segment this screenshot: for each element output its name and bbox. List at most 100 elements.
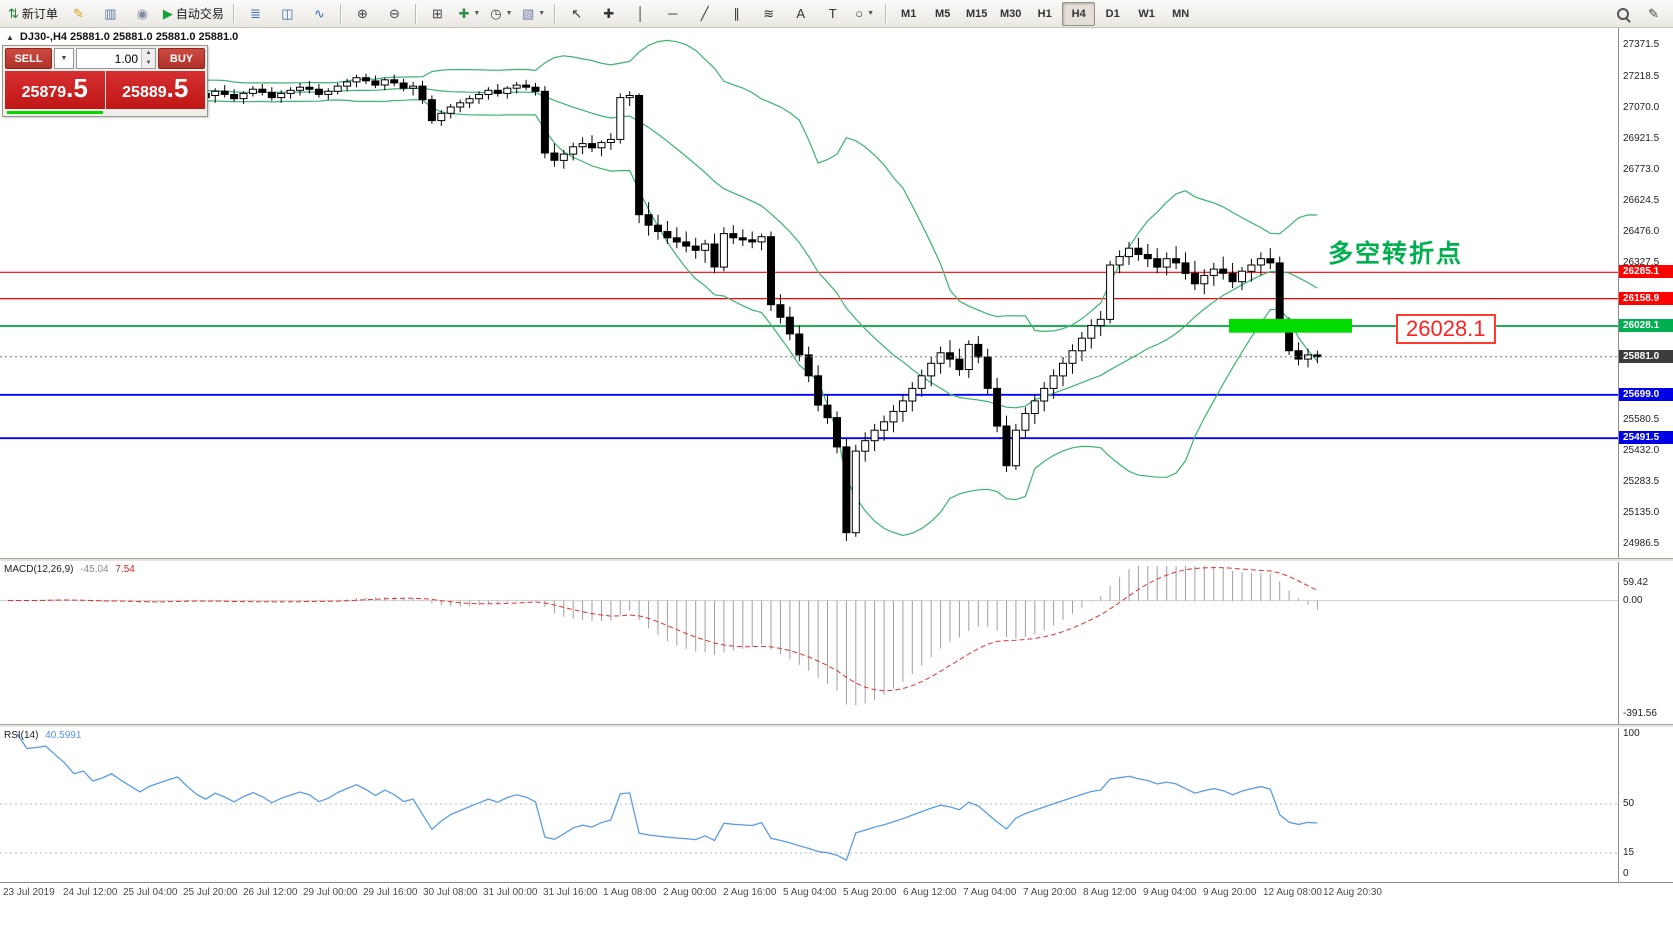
edit-button[interactable]: ✎ xyxy=(1638,2,1669,26)
templates-button[interactable]: ▧ ▼ xyxy=(518,2,549,26)
label-icon[interactable]: T xyxy=(817,2,848,26)
time-label: 29 Jul 16:00 xyxy=(363,887,418,898)
sell-button[interactable]: SELL xyxy=(5,48,52,69)
panel-splitter[interactable] xyxy=(0,558,1673,562)
buy-price-frac: .5 xyxy=(166,73,189,103)
autotrading-play-icon: ▶ xyxy=(162,6,173,21)
new-order-button[interactable]: ⇅ 新订单 xyxy=(4,2,62,26)
candlestick-chart-icon: ◫ xyxy=(281,6,294,21)
toolbar-separator xyxy=(232,3,235,24)
toolbar-separator xyxy=(885,3,888,24)
fibonacci-icon[interactable]: ≋ xyxy=(753,2,784,26)
price-tick: 26921.5 xyxy=(1623,133,1660,145)
timeframe-d1-button[interactable]: D1 xyxy=(1105,7,1120,20)
trendline-icon: ╱ xyxy=(700,6,709,21)
time-label: 5 Aug 04:00 xyxy=(783,887,837,898)
chevron-down-icon: ▼ xyxy=(505,10,513,17)
indicators-plus-icon: ✚ xyxy=(458,6,470,21)
zoom-out-icon[interactable]: ⊖ xyxy=(379,2,410,26)
shapes-button[interactable]: ○ ▼ xyxy=(849,2,880,26)
zoom-in-icon[interactable]: ⊕ xyxy=(347,2,378,26)
macd-panel[interactable]: MACD(12,26,9) -45.04 7.54 xyxy=(0,562,1618,724)
horizontal-line-icon[interactable]: ─ xyxy=(657,2,688,26)
print-icon[interactable]: ▥ xyxy=(95,2,126,26)
search-button[interactable] xyxy=(1607,2,1638,26)
indicators-button[interactable]: ✚ ▼ xyxy=(454,2,485,26)
time-label: 12 Aug 08:00 xyxy=(1263,887,1322,898)
periods-button[interactable]: ◷ ▼ xyxy=(486,2,517,26)
sell-price-frac: .5 xyxy=(66,73,88,103)
timeframe-m1-button[interactable]: M1 xyxy=(901,7,917,20)
macd-histogram xyxy=(16,566,1318,706)
time-label: 8 Aug 12:00 xyxy=(1083,887,1137,898)
price-axis[interactable]: 27371.5 27218.5 27070.0 26921.5 26773.0 26624… xyxy=(1618,28,1673,882)
metaeditor-icon: ✎ xyxy=(72,6,84,21)
vertical-line-icon: │ xyxy=(636,6,645,21)
buy-price-button[interactable]: 25889.5 xyxy=(105,71,205,109)
new-order-icon: ⇅ xyxy=(8,6,19,21)
price-tick: 27218.5 xyxy=(1623,71,1660,82)
rsi-panel[interactable]: RSI(14) 40.5991 xyxy=(0,728,1618,882)
timeframe-m5-button[interactable]: M5 xyxy=(935,7,951,20)
label-icon: T xyxy=(828,6,837,21)
bollinger-lower-band xyxy=(7,88,1318,537)
timeframe-mn-button[interactable]: MN xyxy=(1172,7,1190,20)
channel-icon[interactable]: ∥ xyxy=(721,2,752,26)
price-tick: 25580.5 xyxy=(1623,413,1660,425)
vertical-line-icon[interactable]: │ xyxy=(625,2,656,26)
highlight-rectangle[interactable] xyxy=(1229,318,1352,333)
volume-preset-dropdown[interactable]: ▼ xyxy=(54,48,74,69)
horizontal-line-icon: ─ xyxy=(668,6,678,21)
timeframe-w1-button[interactable]: W1 xyxy=(1138,7,1155,20)
time-label: 6 Aug 12:00 xyxy=(903,887,957,898)
main-chart-panel[interactable]: ▲ DJ30-,H4 25881.0 25881.0 25881.0 25881… xyxy=(0,28,1618,558)
macd-signal-line xyxy=(7,567,1318,692)
metaeditor-icon[interactable]: ✎ xyxy=(63,2,94,26)
price-tick: -391.56 xyxy=(1623,707,1657,719)
time-label: 25 Jul 04:00 xyxy=(123,887,178,898)
bar-chart-icon: ≣ xyxy=(249,6,261,21)
price-tick: 0.00 xyxy=(1623,594,1643,606)
template-icon: ▧ xyxy=(521,6,535,21)
buy-button[interactable]: BUY xyxy=(158,48,205,69)
rsi-label: RSI(14) 40.5991 xyxy=(4,730,81,741)
cursor-icon[interactable]: ↖ xyxy=(561,2,592,26)
volume-input[interactable] xyxy=(77,49,141,68)
volume-decrease-button[interactable]: ▼ xyxy=(142,58,155,68)
text-icon[interactable]: A xyxy=(785,2,816,26)
volume-increase-button[interactable]: ▲ xyxy=(142,49,155,59)
price-tick: 0 xyxy=(1623,868,1629,879)
toolbar-separator xyxy=(414,3,417,24)
one-click-toggle-icon[interactable]: ▲ xyxy=(6,32,14,42)
autotrading-button[interactable]: ▶ 自动交易 xyxy=(159,2,228,26)
price-badge: 26028.1 xyxy=(1619,319,1673,332)
chart-annotation-text[interactable]: 多空转折点 xyxy=(1328,240,1464,268)
line-chart-icon[interactable]: ∿ xyxy=(304,2,335,26)
timeframe-m15-button[interactable]: M15 xyxy=(965,7,988,20)
line-chart-icon: ∿ xyxy=(313,6,325,21)
trendline-icon[interactable]: ╱ xyxy=(689,2,720,26)
toolbar-separator xyxy=(339,3,342,24)
bollinger-middle-band xyxy=(7,85,1318,409)
price-chart[interactable] xyxy=(0,28,1618,558)
timeframe-h1-button[interactable]: H1 xyxy=(1037,7,1052,20)
sell-price-button[interactable]: 25879.5 xyxy=(5,71,105,109)
time-label: 1 Aug 08:00 xyxy=(603,887,657,898)
time-axis[interactable]: 23 Jul 2019 24 Jul 12:00 25 Jul 04:00 25 Ju… xyxy=(0,882,1673,904)
bar-chart-icon[interactable]: ≣ xyxy=(240,2,271,26)
timeframe-m30-button[interactable]: M30 xyxy=(999,7,1022,20)
candlestick-chart-icon[interactable]: ◫ xyxy=(272,2,303,26)
rsi-line xyxy=(16,733,1318,862)
crosshair-icon[interactable]: ✚ xyxy=(593,2,624,26)
rsi-name: RSI(14) xyxy=(4,730,39,741)
macd-chart[interactable] xyxy=(0,562,1618,724)
profile-icon[interactable]: ◉ xyxy=(127,2,158,26)
tile-windows-icon[interactable]: ⊞ xyxy=(422,2,453,26)
price-callout-box[interactable]: 26028.1 xyxy=(1396,314,1496,344)
rsi-chart[interactable] xyxy=(0,728,1618,882)
cursor-icon: ↖ xyxy=(571,6,583,21)
macd-value-signal: 7.54 xyxy=(115,564,135,575)
window-bottom-area xyxy=(0,904,1673,950)
timeframe-h4-button[interactable]: H4 xyxy=(1062,1,1096,26)
panel-splitter[interactable] xyxy=(0,724,1673,728)
